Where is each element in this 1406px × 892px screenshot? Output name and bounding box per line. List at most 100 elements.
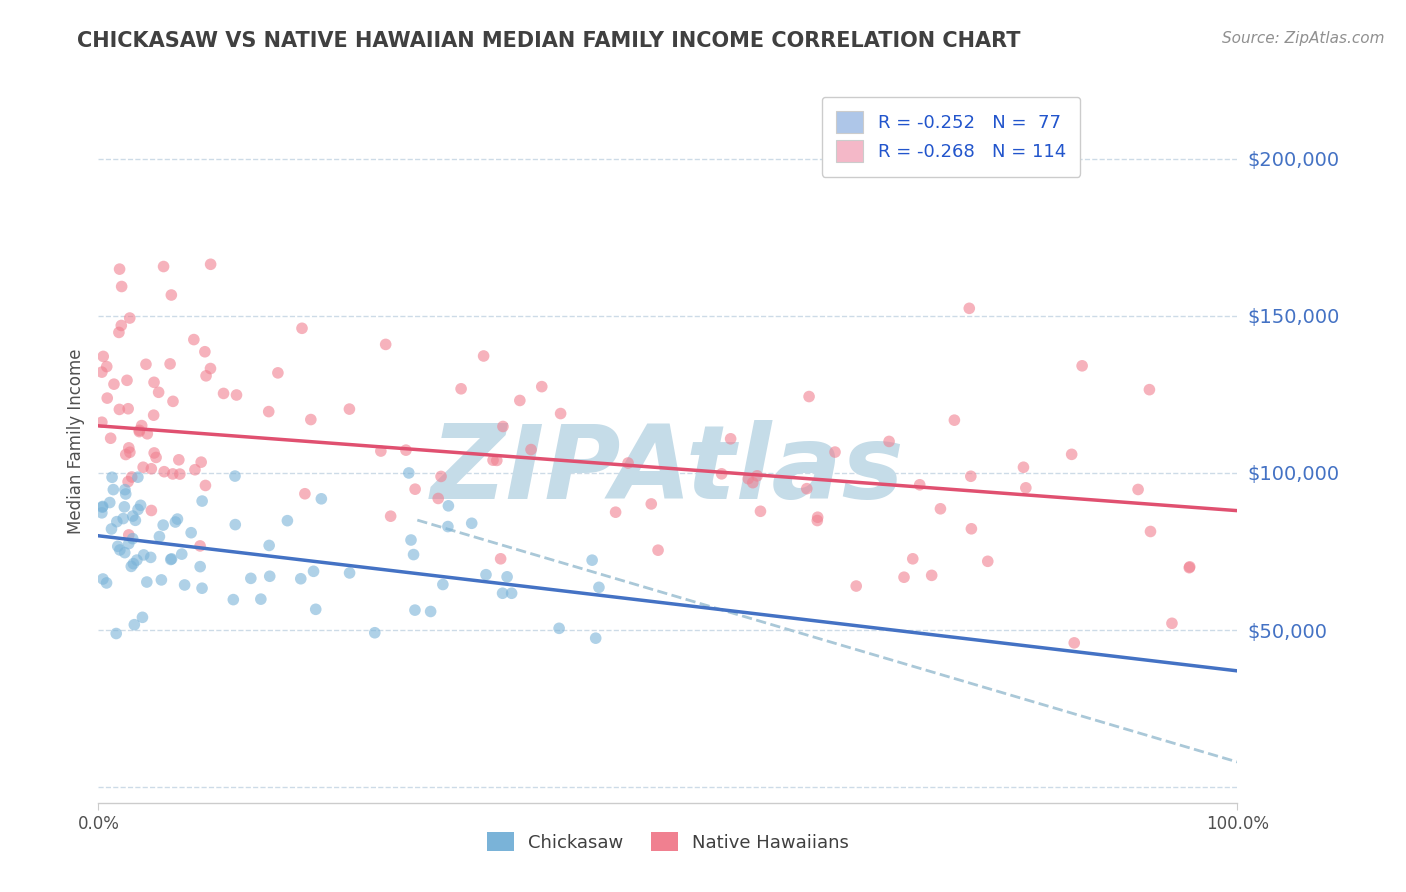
- Point: [364, 625, 387, 640]
- Point: [617, 456, 640, 470]
- Point: [98, 495, 121, 509]
- Point: [191, 581, 214, 595]
- Point: [101, 470, 124, 484]
- Point: [299, 412, 322, 426]
- Point: [749, 504, 772, 518]
- Point: [957, 301, 980, 316]
- Point: [100, 431, 122, 445]
- Point: [105, 515, 128, 529]
- Point: [380, 509, 402, 524]
- Point: [806, 514, 828, 528]
- Point: [124, 617, 146, 632]
- Point: [509, 393, 531, 408]
- Point: [188, 539, 211, 553]
- Point: [152, 260, 174, 274]
- Point: [167, 452, 190, 467]
- Point: [437, 499, 460, 513]
- Point: [162, 467, 184, 481]
- Point: [143, 376, 166, 390]
- Point: [901, 551, 924, 566]
- Point: [485, 453, 508, 467]
- Point: [131, 418, 153, 433]
- Point: [291, 321, 314, 335]
- Point: [131, 610, 153, 624]
- Point: [121, 532, 143, 546]
- Point: [160, 288, 183, 302]
- Point: [640, 497, 662, 511]
- Point: [118, 311, 141, 326]
- Point: [111, 279, 134, 293]
- Point: [501, 586, 523, 600]
- Point: [165, 515, 187, 529]
- Point: [224, 469, 246, 483]
- Point: [91, 350, 114, 364]
- Point: [190, 455, 212, 469]
- Point: [432, 577, 454, 591]
- Point: [845, 579, 868, 593]
- Point: [797, 390, 820, 404]
- Point: [1063, 636, 1085, 650]
- Point: [148, 530, 170, 544]
- Point: [160, 552, 183, 566]
- Point: [136, 426, 159, 441]
- Point: [114, 483, 136, 497]
- Point: [112, 500, 135, 514]
- Point: [402, 548, 425, 562]
- Point: [96, 391, 118, 405]
- Point: [491, 586, 513, 600]
- Point: [267, 366, 290, 380]
- Point: [796, 482, 818, 496]
- Point: [737, 472, 759, 486]
- Point: [117, 401, 139, 416]
- Point: [108, 326, 131, 340]
- Point: [118, 445, 141, 459]
- Point: [141, 462, 163, 476]
- Y-axis label: Median Family Income: Median Family Income: [66, 349, 84, 534]
- Point: [112, 511, 135, 525]
- Point: [893, 570, 915, 584]
- Point: [200, 361, 222, 376]
- Point: [91, 572, 114, 586]
- Point: [257, 538, 280, 552]
- Point: [250, 592, 273, 607]
- Point: [122, 557, 145, 571]
- Point: [162, 394, 184, 409]
- Point: [148, 385, 170, 400]
- Point: [959, 469, 981, 483]
- Point: [96, 359, 118, 374]
- Point: [118, 441, 141, 455]
- Point: [430, 469, 453, 483]
- Text: ZIPAtlas: ZIPAtlas: [432, 420, 904, 521]
- Point: [404, 482, 426, 496]
- Point: [150, 573, 173, 587]
- Point: [127, 470, 149, 484]
- Point: [100, 522, 122, 536]
- Point: [370, 444, 392, 458]
- Point: [224, 517, 246, 532]
- Point: [200, 257, 222, 271]
- Point: [720, 432, 742, 446]
- Point: [550, 407, 572, 421]
- Point: [173, 578, 195, 592]
- Point: [581, 553, 603, 567]
- Point: [103, 483, 125, 497]
- Point: [108, 262, 131, 277]
- Point: [114, 546, 136, 560]
- Text: CHICKASAW VS NATIVE HAWAIIAN MEDIAN FAMILY INCOME CORRELATION CHART: CHICKASAW VS NATIVE HAWAIIAN MEDIAN FAMI…: [77, 31, 1021, 51]
- Point: [142, 408, 165, 422]
- Point: [921, 568, 943, 582]
- Point: [194, 344, 217, 359]
- Point: [107, 539, 129, 553]
- Point: [159, 357, 181, 371]
- Point: [1178, 559, 1201, 574]
- Point: [745, 468, 768, 483]
- Point: [127, 502, 149, 516]
- Point: [166, 512, 188, 526]
- Point: [152, 518, 174, 533]
- Point: [91, 500, 114, 514]
- Point: [1139, 383, 1161, 397]
- Point: [115, 373, 138, 387]
- Point: [91, 500, 114, 515]
- Point: [461, 516, 484, 531]
- Point: [108, 402, 131, 417]
